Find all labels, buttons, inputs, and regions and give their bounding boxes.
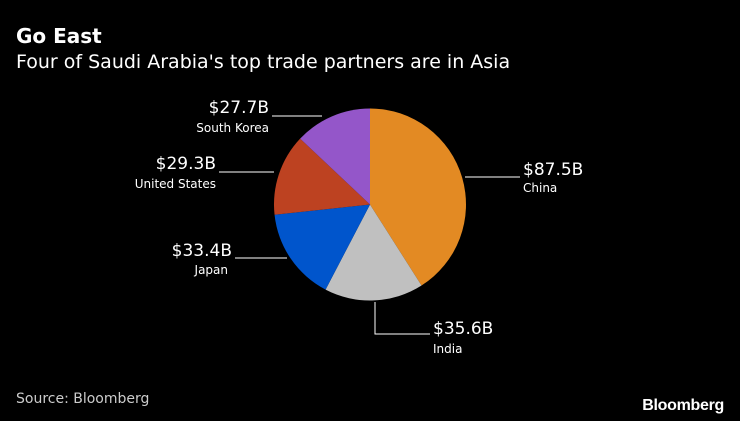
bloomberg-logo: Bloomberg — [642, 397, 724, 414]
pie-slice-india — [325, 204, 422, 301]
data-label-china: $87.5B — [523, 160, 583, 180]
pie-slices — [274, 108, 466, 301]
data-label-south-korea: $27.7B — [209, 98, 269, 118]
category-label-united-states: United States — [135, 177, 216, 191]
leader-line-india — [374, 302, 430, 335]
data-label-united-states: $29.3B — [156, 154, 216, 174]
category-label-china: China — [523, 181, 557, 195]
pie-slice-china — [370, 108, 466, 286]
pie-slice-united-states — [274, 138, 370, 215]
chart-title: Go East — [16, 24, 102, 48]
pie-slice-japan — [274, 204, 370, 290]
category-label-japan: Japan — [194, 263, 228, 277]
chart-subtitle: Four of Saudi Arabia's top trade partner… — [16, 51, 511, 73]
pie-slice-south-korea — [300, 108, 370, 205]
data-label-india: $35.6B — [433, 319, 493, 339]
category-label-south-korea: South Korea — [196, 121, 269, 135]
source-note: Source: Bloomberg — [16, 391, 150, 407]
data-label-japan: $33.4B — [172, 241, 232, 261]
category-label-india: India — [433, 342, 462, 356]
